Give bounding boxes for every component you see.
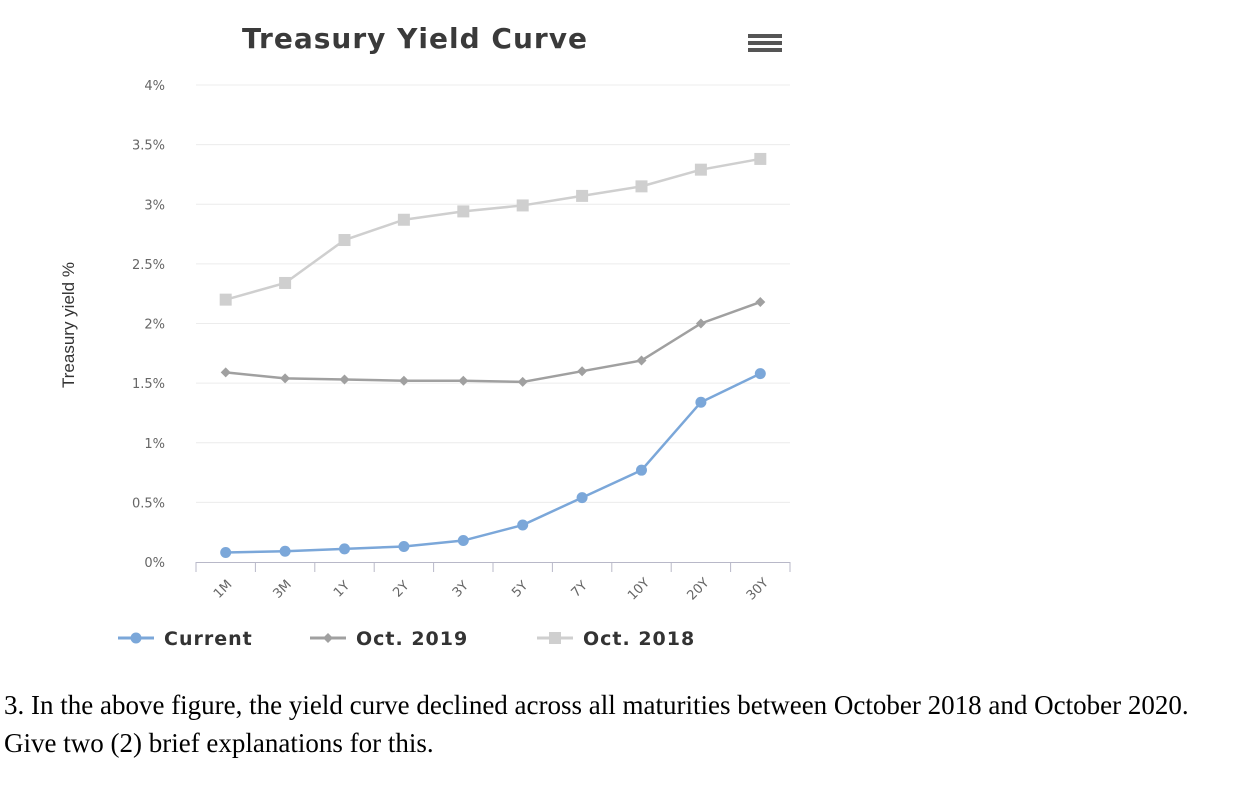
grid-lines xyxy=(196,84,790,503)
series-current xyxy=(220,368,766,558)
data-point xyxy=(576,492,588,504)
data-point xyxy=(398,375,409,386)
series-line xyxy=(225,157,761,301)
y-tick-label: 3.5% xyxy=(132,139,165,154)
x-tick-label: 20Y xyxy=(684,576,712,604)
data-point xyxy=(338,234,351,247)
series-line xyxy=(225,300,761,384)
data-point xyxy=(694,163,707,176)
series-line xyxy=(225,372,761,554)
data-point xyxy=(280,373,291,384)
y-axis-ticks: 0% 0.5% 1% 1.5% 2% 2.5% 3% 3.5% 4% xyxy=(132,79,165,571)
data-point xyxy=(398,540,410,552)
y-tick-label: 1.5% xyxy=(132,377,165,392)
x-tick-label: 3M xyxy=(270,577,294,601)
legend-label: Oct. 2018 xyxy=(583,628,695,650)
legend-item[interactable]: Current xyxy=(118,628,253,650)
x-tick-label: 30Y xyxy=(744,576,772,604)
x-tick-label: 2Y xyxy=(390,578,412,600)
y-tick-label: 0% xyxy=(144,556,165,571)
data-point xyxy=(636,355,647,366)
data-point xyxy=(457,205,470,218)
data-point xyxy=(458,375,469,386)
data-point xyxy=(695,318,706,329)
x-tick-label: 10Y xyxy=(625,576,653,604)
y-tick-label: 2% xyxy=(144,318,165,333)
data-point xyxy=(339,374,350,385)
x-tick-label: 5Y xyxy=(509,578,531,600)
data-point xyxy=(397,213,410,226)
data-point xyxy=(517,519,529,531)
data-point xyxy=(576,189,589,202)
chart-menu-button[interactable] xyxy=(745,32,783,56)
legend-item[interactable]: Oct. 2019 xyxy=(310,628,468,650)
data-point xyxy=(339,543,350,555)
legend-label: Current xyxy=(164,628,253,650)
data-point xyxy=(279,545,291,557)
question-text: 3. In the above figure, the yield curve … xyxy=(4,690,1189,758)
legend-marker xyxy=(549,632,561,644)
y-tick-label: 0.5% xyxy=(132,496,165,511)
x-tick-label: 7Y xyxy=(569,578,591,600)
data-point xyxy=(754,368,766,380)
data-point xyxy=(635,180,648,193)
y-tick-label: 2.5% xyxy=(132,258,165,273)
data-point xyxy=(279,276,292,289)
hamburger-menu-icon xyxy=(748,34,782,52)
data-point xyxy=(517,376,528,387)
y-axis-label: Treasury yield % xyxy=(59,262,78,388)
legend: Current Oct. 2019 Oct. 2018 xyxy=(118,628,695,650)
data-point xyxy=(219,293,232,306)
data-point xyxy=(220,546,232,558)
data-point xyxy=(695,396,707,408)
legend-marker xyxy=(323,633,333,643)
x-axis: 1M 3M 1Y 2Y 3Y 5Y 7Y 10Y 20Y 30Y xyxy=(195,562,791,604)
y-tick-label: 1% xyxy=(144,437,165,452)
data-point xyxy=(577,366,588,377)
x-tick-label: 3Y xyxy=(450,578,472,600)
chart-title: Treasury Yield Curve xyxy=(242,22,588,55)
data-point xyxy=(516,199,529,212)
data-point xyxy=(755,297,766,308)
yield-curve-chart: Treasury Yield Curve Treasury yield % 0%… xyxy=(59,22,791,650)
series-oct-2018 xyxy=(219,152,767,306)
legend-label: Oct. 2019 xyxy=(356,628,468,650)
data-point xyxy=(754,152,767,165)
data-point xyxy=(220,367,231,378)
legend-marker xyxy=(130,632,142,644)
legend-item[interactable]: Oct. 2018 xyxy=(537,628,695,650)
x-tick-label: 1Y xyxy=(331,578,353,600)
data-point xyxy=(636,464,647,476)
series-oct-2019 xyxy=(220,297,766,387)
series-lines xyxy=(219,152,767,558)
y-tick-label: 3% xyxy=(144,198,165,213)
data-point xyxy=(457,535,469,547)
x-tick-label: 1M xyxy=(211,577,235,601)
y-tick-label: 4% xyxy=(144,79,165,94)
